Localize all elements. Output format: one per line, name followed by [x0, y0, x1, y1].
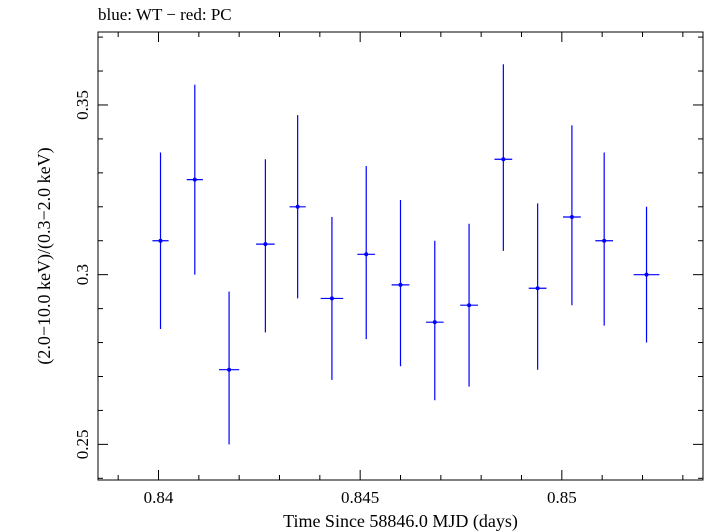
data-marker: [467, 303, 472, 308]
data-marker: [501, 157, 506, 162]
data-point: [186, 84, 203, 275]
data-point: [357, 166, 376, 340]
data-marker: [263, 242, 268, 247]
x-axis-label: Time Since 58846.0 MJD (days): [283, 511, 518, 532]
x-tick-label: 0.845: [341, 488, 379, 507]
data-point: [391, 200, 410, 367]
data-point: [460, 223, 478, 387]
data-marker: [364, 252, 369, 257]
data-point: [289, 115, 306, 299]
data-marker: [295, 204, 300, 209]
data-marker: [329, 296, 334, 301]
data-marker: [227, 367, 232, 372]
y-tick-label: 0.35: [73, 90, 92, 120]
data-marker: [535, 286, 540, 291]
y-axis-label: (2.0−10.0 keV)/(0.3−2.0 keV): [34, 147, 55, 364]
data-marker: [398, 282, 403, 287]
data-point: [152, 152, 169, 329]
data-point: [633, 206, 660, 343]
data-point: [256, 159, 275, 333]
data-marker: [158, 238, 163, 243]
data-marker: [644, 272, 649, 277]
y-tick-label: 0.3: [73, 264, 92, 285]
data-marker: [432, 320, 437, 325]
data-point: [494, 64, 513, 251]
data-marker: [569, 214, 574, 219]
data-point: [595, 152, 614, 326]
axis-ticks: [98, 32, 703, 480]
data-point: [425, 240, 444, 401]
x-tick-label: 0.84: [144, 488, 174, 507]
y-tick-label: 0.25: [73, 429, 92, 459]
data-marker: [192, 177, 197, 182]
data-point: [219, 291, 240, 445]
data-point: [320, 216, 344, 380]
tick-labels: 0.84 0.845 0.85 0.25 0.3 0.35: [73, 90, 577, 507]
data-point: [563, 125, 581, 306]
data-marker: [602, 238, 607, 243]
x-tick-label: 0.85: [547, 488, 577, 507]
chart-title: blue: WT − red: PC: [98, 5, 232, 24]
data-points: [152, 64, 660, 445]
data-point: [528, 203, 547, 370]
